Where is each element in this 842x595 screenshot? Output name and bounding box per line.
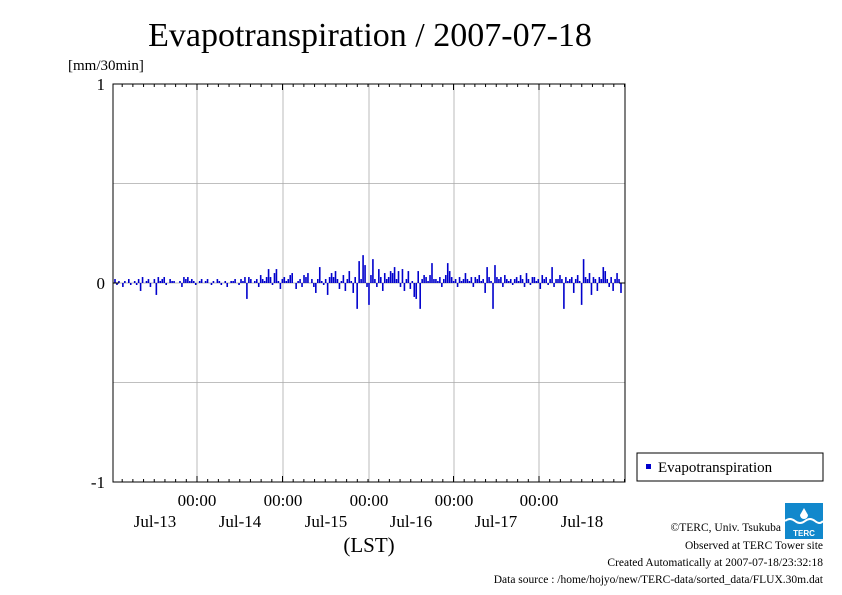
logo-text: TERC	[793, 529, 815, 538]
data-series-bars	[114, 255, 622, 309]
x-tick-label-day: Jul-16	[390, 512, 433, 531]
x-tick-label-day: Jul-17	[475, 512, 518, 531]
x-tick-label-day: Jul-13	[134, 512, 177, 531]
copyright-text: ©TERC, Univ. Tsukuba	[671, 522, 781, 534]
x-tick-label-day: Jul-18	[561, 512, 604, 531]
terc-logo: TERC	[784, 503, 824, 539]
x-tick-label-day: Jul-15	[305, 512, 348, 531]
source-text: Data source : /home/hojyo/new/TERC-data/…	[494, 574, 824, 586]
created-text: Created Automatically at 2007-07-18/23:3…	[607, 557, 823, 569]
y-tick-label: 1	[97, 75, 106, 94]
observed-text: Observed at TERC Tower site	[685, 540, 823, 552]
legend-swatch	[646, 464, 651, 469]
legend-label: Evapotranspiration	[658, 460, 773, 476]
chart-title: Evapotranspiration / 2007-07-18	[148, 17, 592, 54]
x-tick-label-time: 00:00	[264, 491, 303, 510]
y-tick-label: -1	[91, 473, 105, 492]
x-tick-label-time: 00:00	[435, 491, 474, 510]
y-axis-unit: [mm/30min]	[68, 58, 144, 74]
y-tick-label: 0	[97, 274, 106, 293]
x-tick-label-time: 00:00	[520, 491, 559, 510]
x-axis-label: (LST)	[343, 533, 394, 557]
x-tick-label-time: 00:00	[350, 491, 389, 510]
legend-box	[636, 452, 824, 482]
x-tick-label-time: 00:00	[178, 491, 217, 510]
axis-ticks	[113, 83, 625, 483]
x-tick-label-day: Jul-14	[219, 512, 262, 531]
